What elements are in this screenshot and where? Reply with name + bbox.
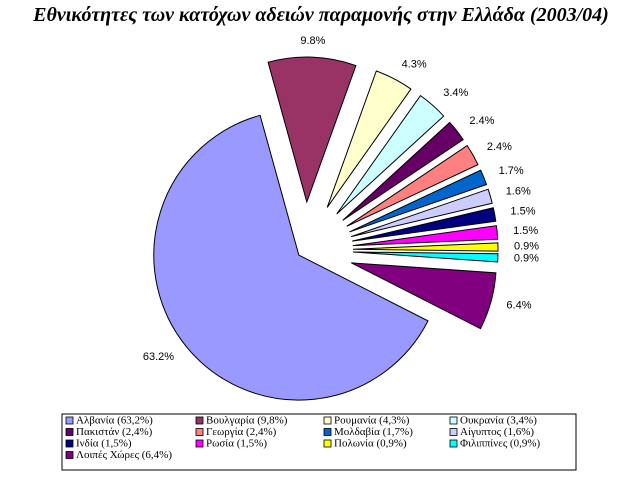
legend-swatch bbox=[449, 428, 458, 436]
legend-label: Βουλγαρία (9,8%) bbox=[206, 415, 288, 427]
value-label: 4.3% bbox=[402, 59, 427, 71]
pie-slice bbox=[336, 94, 445, 215]
pie-slice bbox=[350, 188, 493, 238]
value-label: 1.7% bbox=[499, 165, 524, 177]
legend-swatch bbox=[449, 439, 458, 448]
pie-slice bbox=[342, 121, 464, 221]
value-label: 63.2% bbox=[143, 351, 174, 363]
pie-slice bbox=[352, 207, 497, 242]
legend-label: Λοιπές Χώρες (6,4%) bbox=[76, 449, 172, 461]
pie-slice bbox=[349, 169, 488, 233]
value-label: 1.5% bbox=[513, 225, 538, 237]
legend-label: Ρωσία (1,5%) bbox=[206, 438, 267, 450]
value-label: 1.5% bbox=[510, 205, 535, 217]
value-label: 3.4% bbox=[443, 87, 468, 99]
value-label: 2.4% bbox=[469, 115, 494, 127]
legend-label: Αλβανία (63,2%) bbox=[76, 415, 153, 427]
pie-slice bbox=[352, 242, 499, 252]
legend-swatch bbox=[449, 416, 458, 425]
legend-swatch bbox=[195, 416, 204, 425]
pie-slice bbox=[351, 262, 497, 330]
legend-swatch bbox=[65, 451, 74, 459]
value-label: 0.9% bbox=[514, 241, 539, 253]
legend-label: Ινδία (1,5%) bbox=[76, 438, 132, 450]
legend-label: Ουκρανία (3,4%) bbox=[460, 415, 537, 427]
legend-label: Γεωργία (2,4%) bbox=[206, 426, 277, 438]
legend-label: Φιλιππίνες (0,9%) bbox=[460, 438, 541, 450]
legend-swatch bbox=[323, 428, 332, 436]
pie-slice bbox=[346, 144, 479, 227]
legend-swatch bbox=[323, 439, 332, 448]
pie-slice bbox=[352, 251, 499, 263]
chart-title: Εθνικότητες των κατόχων αδειών παραμονής… bbox=[32, 4, 609, 26]
legend-swatch bbox=[65, 439, 74, 448]
value-label: 0.9% bbox=[514, 252, 539, 264]
pie-slice bbox=[326, 70, 412, 208]
legend-label: Πολωνία (0,9%) bbox=[334, 438, 407, 450]
value-label: 6.4% bbox=[506, 300, 531, 312]
value-label: 2.4% bbox=[487, 141, 512, 153]
legend-label: Μολδαβία (1,7%) bbox=[334, 426, 413, 438]
legend-swatch bbox=[65, 428, 74, 436]
legend-label: Πακιστάν (2,4%) bbox=[76, 426, 153, 438]
legend-swatch bbox=[323, 416, 332, 425]
pie-slice bbox=[267, 56, 357, 204]
legend-box bbox=[61, 413, 577, 471]
legend-label: Ρουμανία (4,3%) bbox=[334, 415, 410, 427]
legend-swatch bbox=[65, 416, 74, 425]
value-label: 9.8% bbox=[300, 35, 325, 47]
pie-slice bbox=[153, 114, 429, 401]
legend-swatch bbox=[195, 428, 204, 436]
legend-label: Αίγυπτος (1,6%) bbox=[460, 426, 534, 438]
pie-slice bbox=[352, 225, 499, 247]
value-label: 1.6% bbox=[506, 186, 531, 198]
legend-swatch bbox=[195, 439, 204, 448]
